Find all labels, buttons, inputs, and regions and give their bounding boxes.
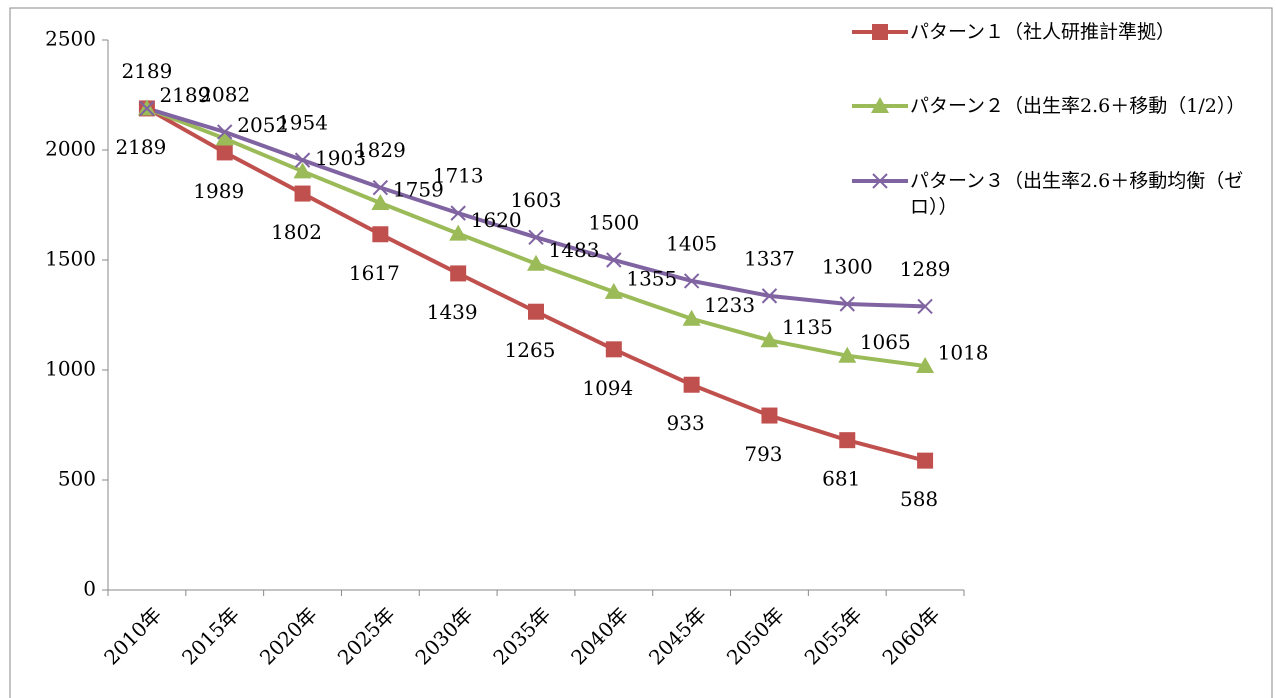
data-label: 933 [667,411,705,435]
legend-label: パターン１（社人研推計準拠） [910,21,1176,43]
x-tick-label: 2035年 [488,602,555,669]
data-label: 2052 [237,113,288,137]
y-tick-label: 1500 [45,247,96,271]
data-label: 1018 [938,341,989,365]
data-label: 1713 [433,164,484,188]
marker [294,152,311,168]
legend-label: パターン２（出生率2.6＋移動（1/2）） [910,95,1246,117]
data-label: 588 [900,487,938,511]
data-label: 1500 [588,211,639,235]
data-label: 1759 [393,178,444,202]
chart-border [9,7,1273,698]
marker [683,273,700,289]
data-label: 2189 [159,83,210,107]
data-label: 1265 [505,338,556,362]
data-label: 1954 [277,111,328,135]
x-tick-label: 2060年 [877,602,944,669]
legend-label: パターン３（出生率2.6＋移動均衡（ゼロ）） [910,170,1244,218]
marker [371,194,390,211]
marker [683,376,700,393]
marker [604,282,623,299]
data-label: 1802 [271,220,322,244]
marker [839,296,855,312]
marker [528,229,544,246]
data-label: 1617 [349,261,400,285]
marker [372,226,389,243]
marker [872,24,888,40]
data-label: 1355 [626,266,677,290]
y-tick-label: 1000 [45,357,96,381]
marker [450,205,466,221]
marker [917,452,934,469]
marker [916,357,935,374]
marker [682,309,701,326]
marker [217,124,233,140]
x-tick-label: 2015年 [177,602,244,669]
marker [761,288,778,304]
marker [293,162,312,179]
x-tick-label: 2020年 [255,602,322,669]
x-tick-label: 2025年 [333,602,400,669]
series-line [145,106,926,463]
x-tick-label: 2045年 [644,602,711,669]
x-tick-label: 2030年 [410,602,477,669]
marker [216,144,233,161]
x-tick-label: 2040年 [566,602,633,669]
marker [527,254,545,271]
marker [760,331,779,348]
data-label: 2082 [199,82,250,106]
marker [839,432,856,449]
data-label: 1903 [315,146,366,170]
y-tick-label: 2500 [45,27,96,51]
data-label: 1483 [549,238,600,262]
data-label: 1300 [822,255,873,279]
data-label: 1989 [193,179,244,203]
data-label: 1135 [782,315,833,339]
data-label: 1337 [744,246,795,270]
x-tick-label: 2055年 [800,602,867,669]
marker [606,252,622,268]
marker [761,407,778,424]
data-label: 2189 [115,135,166,159]
data-label: 1233 [704,293,755,317]
data-label: 1603 [511,188,562,212]
data-label: 1405 [666,231,717,255]
data-label: 1829 [355,138,406,162]
data-label: 793 [744,442,782,466]
marker [372,179,389,196]
marker [605,341,622,358]
marker [917,298,933,315]
data-label: 1439 [427,300,478,324]
data-label: 2189 [121,59,172,83]
data-label: 1065 [860,330,911,354]
marker [872,173,888,189]
marker [450,265,467,282]
data-label: 1289 [900,257,951,281]
y-tick-label: 2000 [45,137,96,161]
marker [871,97,889,113]
marker [139,100,155,117]
x-tick-label: 2050年 [722,602,789,669]
y-tick-label: 500 [58,467,96,491]
marker [215,129,234,146]
x-tick-label: 2010年 [99,602,166,669]
data-label: 1620 [471,208,522,232]
marker [449,224,468,241]
data-label: 681 [822,467,860,491]
y-tick-label: 0 [83,577,96,601]
data-label: 1094 [582,376,633,400]
marker [838,346,857,363]
marker [294,185,311,202]
marker [528,303,544,320]
